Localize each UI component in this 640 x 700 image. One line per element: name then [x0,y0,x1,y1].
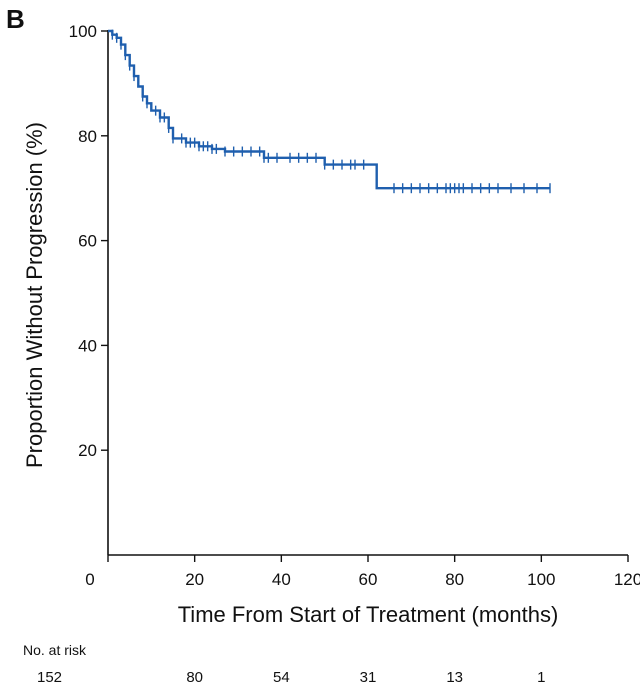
at-risk-value: 80 [186,669,203,686]
x-tick-label: 120 [614,570,640,589]
x-tick-label: 20 [185,570,204,589]
y-tick-label: 80 [78,127,97,146]
at-risk-value: 13 [446,669,463,686]
at-risk-title: No. at risk [23,642,87,658]
panel-label: B [6,4,25,34]
x-axis-label: Time From Start of Treatment (months) [178,602,559,627]
x-tick-label: 100 [527,570,555,589]
y-tick-label: 20 [78,441,97,460]
y-ticks: 20 40 60 80 100 [69,22,108,460]
at-risk-value: 31 [360,669,377,686]
x-tick-label: 60 [359,570,378,589]
censor-marks [111,29,551,194]
axes [107,30,628,556]
km-curve [108,29,550,190]
y-tick-label: 100 [69,22,97,41]
at-risk-value: 152 [37,669,62,686]
x-tick-label: 0 [85,570,94,589]
x-tick-label: 80 [445,570,464,589]
at-risk-value: 54 [273,669,290,686]
y-axis-label: Proportion Without Progression (%) [22,122,47,468]
y-tick-label: 40 [78,336,97,355]
y-tick-label: 60 [78,232,97,251]
x-tick-label: 40 [272,570,291,589]
at-risk-value: 1 [537,669,545,686]
x-ticks: 0 20 40 60 80 100 120 [85,555,640,589]
at-risk-values: 152 80 54 31 13 1 [37,669,546,686]
